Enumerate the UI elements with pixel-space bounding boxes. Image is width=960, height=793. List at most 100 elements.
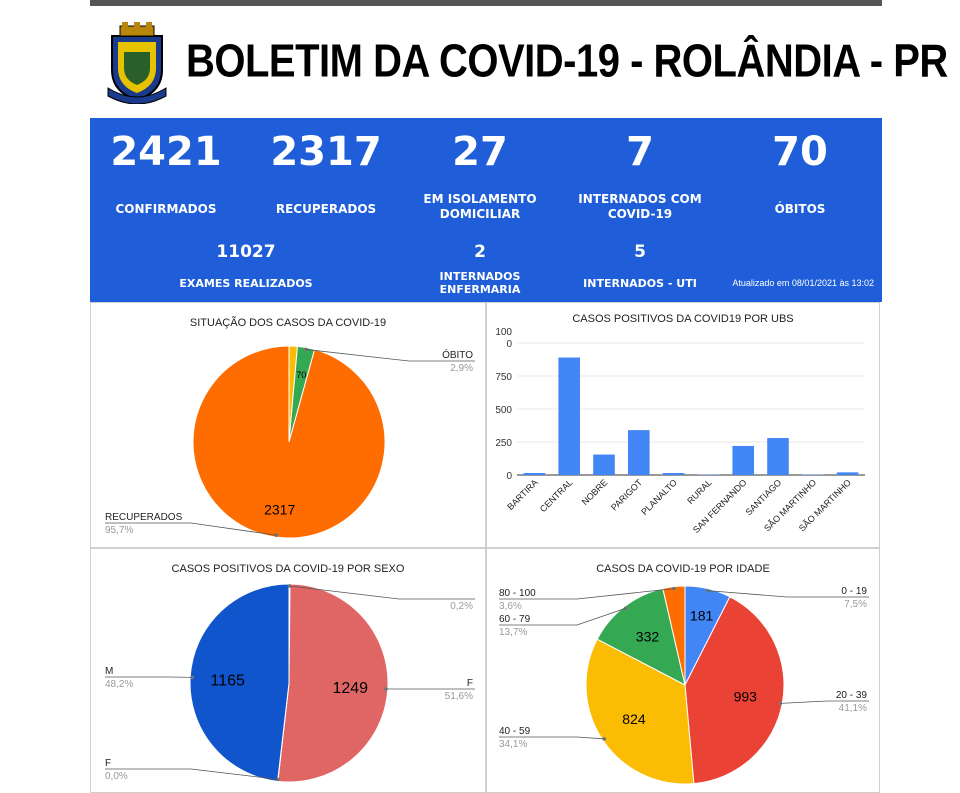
stat-exames-value: 11027 — [216, 242, 276, 262]
leader-line — [499, 607, 626, 626]
stat-recuperados: 2317 RECUPERADOS — [270, 130, 382, 217]
pie-legend-percent: 13,7% — [499, 627, 527, 638]
leader-line — [105, 768, 278, 780]
stat-confirmados: 2421 CONFIRMADOS — [110, 130, 222, 217]
pie-legend-percent: 0,0% — [105, 771, 128, 782]
leader-dot — [672, 586, 676, 591]
stat-confirmados-label: CONFIRMADOS — [115, 202, 217, 216]
x-tick-label: BARTIRA — [505, 477, 540, 512]
pie-legend-percent: 2,9% — [450, 363, 473, 374]
bar — [523, 473, 546, 475]
stat-isolamento-value: 27 — [452, 129, 508, 175]
stat-obitos: 70 ÓBITOS — [750, 130, 850, 217]
y-tick-label: 100 — [495, 327, 512, 338]
x-tick-label: CENTRAL — [538, 477, 575, 514]
bar — [732, 445, 754, 475]
bar — [836, 472, 859, 475]
pie-data-label: 181 — [690, 608, 714, 624]
stat-enfermaria-value: 2 — [474, 242, 486, 262]
stats-banner: 2421 CONFIRMADOS 2317 RECUPERADOS 27 EM … — [90, 118, 882, 302]
pie-legend-label: 0 - 19 — [841, 586, 867, 597]
leader-dot — [623, 606, 628, 611]
panel-idade: CASOS DA COVID-19 POR IDADE 181 993 824 332… — [486, 548, 880, 793]
pie-legend-percent: 0,2% — [450, 601, 473, 612]
page-title: BOLETIM DA COVID-19 - ROLÂNDIA - PR — [186, 36, 948, 87]
leader-line — [289, 585, 475, 600]
panel-situacao: SITUAÇÃO DOS CASOS DA COVID-19 70 2317 ÓBI… — [90, 302, 486, 548]
x-tick-label: NOBRE — [580, 477, 610, 507]
chart-title-situacao: SITUAÇÃO DOS CASOS DA COVID-19 — [189, 317, 387, 329]
x-tick-label: RURAL — [685, 477, 714, 506]
pie-legend-label: RECUPERADOS — [105, 512, 183, 523]
pie-legend-label: 20 - 39 — [836, 690, 868, 701]
y-tick-label: 250 — [495, 438, 512, 449]
leader-dot — [602, 737, 607, 741]
stat-confirmados-value: 2421 — [110, 129, 222, 175]
pie-legend-label: F — [105, 758, 111, 769]
leader-line — [499, 736, 605, 740]
chart-title-idade: CASOS DA COVID-19 POR IDADE — [596, 563, 770, 575]
pie-data-label: 70 — [296, 370, 306, 380]
pie-legend-percent: 41,1% — [839, 703, 867, 714]
panel-ubs: CASOS POSITIVOS DA COVID19 POR UBS 0 250 5… — [486, 302, 880, 548]
pie-data-label: 1165 — [211, 672, 246, 689]
pie-data-label: 2317 — [264, 501, 295, 517]
pie-slice — [585, 638, 695, 785]
chart-title-sexo: CASOS POSITIVOS DA COVID-19 POR SEXO — [171, 563, 405, 575]
pie-slice — [684, 596, 785, 785]
leader-dot — [276, 777, 280, 782]
stat-recuperados-label: RECUPERADOS — [275, 202, 377, 216]
pie-legend-label: 60 - 79 — [499, 614, 531, 625]
x-tick-label: PLANALTO — [639, 477, 679, 517]
stat-enfermaria-label2: ENFERMARIA — [439, 283, 521, 296]
chart-title-ubs: CASOS POSITIVOS DA COVID19 POR UBS — [572, 313, 794, 325]
stat-isolamento-label1: EM ISOLAMENTO — [423, 192, 537, 206]
stat-obitos-label: ÓBITOS — [774, 202, 826, 216]
stat-uti-value: 5 — [634, 242, 646, 262]
updated-timestamp: Atualizado em 08/01/2021 às 13:02 — [732, 278, 874, 288]
pie-legend-percent: 95,7% — [105, 525, 133, 536]
pie-slice — [596, 587, 686, 686]
y-tick-label: 0 — [506, 471, 512, 482]
leader-line — [305, 349, 475, 362]
bar — [593, 454, 615, 475]
city-crest-logo — [107, 22, 167, 104]
panel-sexo: CASOS POSITIVOS DA COVID-19 POR SEXO 124… — [90, 548, 486, 793]
y-tick-label: 0 — [506, 339, 512, 350]
top-rule — [90, 0, 882, 6]
pie-legend-percent: 3,6% — [499, 601, 522, 612]
y-tick-label: 500 — [495, 405, 512, 416]
pie-data-label: 824 — [622, 711, 646, 727]
pie-data-label: 332 — [636, 628, 660, 644]
leader-line — [707, 590, 869, 598]
stat-obitos-value: 70 — [772, 129, 828, 175]
stat-enfermaria-label1: INTERNADOS — [439, 270, 521, 283]
leader-line — [780, 700, 869, 704]
stat-recuperados-value: 2317 — [270, 129, 382, 175]
stat-internados: 7 INTERNADOS COM COVID-19 — [578, 130, 702, 222]
bar — [558, 357, 580, 475]
stat-uti-label: INTERNADOS - UTI — [583, 277, 697, 290]
pie-legend-label: M — [105, 666, 113, 677]
x-tick-label: PARIGOT — [609, 477, 645, 513]
stat-exames-label: EXAMES REALIZADOS — [179, 277, 313, 290]
stat-internados-label2: COVID-19 — [607, 207, 673, 221]
pie-legend-label: 80 - 100 — [499, 588, 536, 599]
stat-isolamento-label2: DOMICILIAR — [439, 207, 521, 221]
pie-legend-percent: 48,2% — [105, 679, 133, 690]
pie-slice — [192, 345, 386, 539]
stat-isolamento: 27 EM ISOLAMENTO DOMICILIAR — [420, 130, 540, 222]
chart-idade: 181 993 824 332 0 - 19 7,5% 20 - 39 41,1% 40 - 5… — [499, 585, 869, 785]
leader-dot — [705, 588, 710, 593]
pie-legend-label: 40 - 59 — [499, 726, 531, 737]
bar — [767, 438, 789, 475]
stat-internados-value: 7 — [626, 129, 654, 175]
stat-enfermaria-label: INTERNADOS ENFERMARIA — [420, 270, 540, 296]
pie-data-label: 1249 — [332, 680, 368, 697]
leader-line — [105, 522, 277, 536]
pie-legend-percent: 34,1% — [499, 739, 527, 750]
chart-situacao: 70 2317 ÓBITO 2,9% RECUPERADOS 95,7% — [105, 345, 475, 539]
pie-legend-percent: 7,5% — [844, 599, 867, 610]
leader-line — [499, 588, 675, 600]
